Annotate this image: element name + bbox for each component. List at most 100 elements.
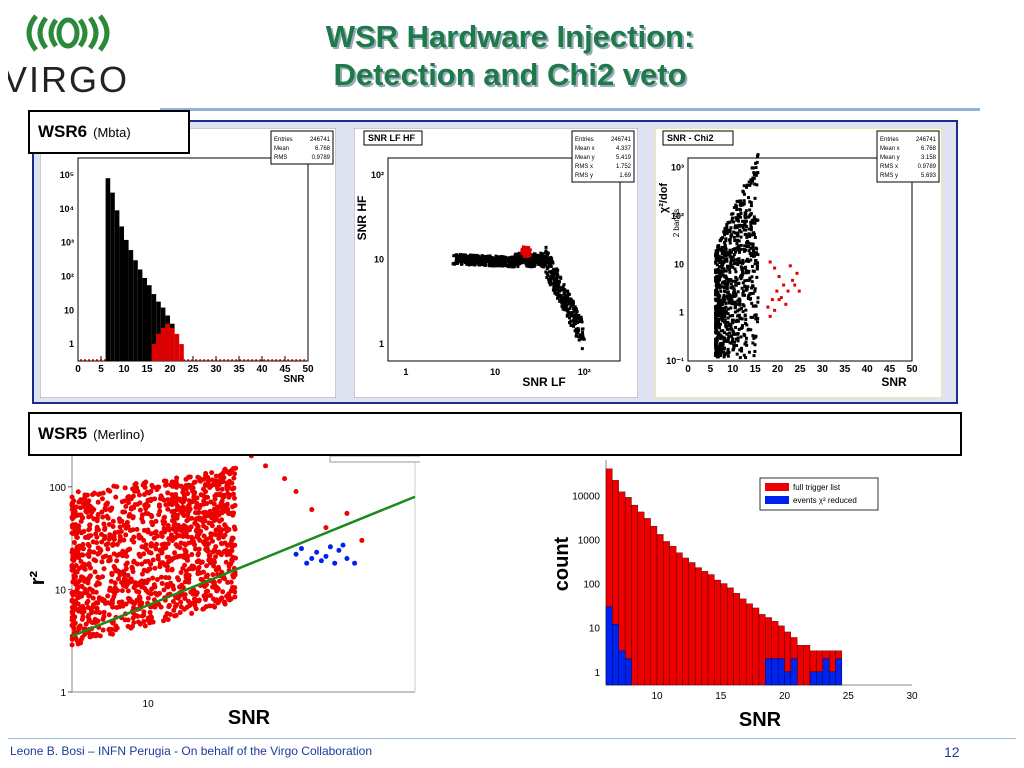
scatter-point bbox=[750, 166, 754, 170]
scatter-point bbox=[571, 303, 575, 307]
histogram-bar bbox=[816, 671, 823, 686]
scatter-point bbox=[718, 350, 722, 354]
y-tick-label: 10³ bbox=[61, 238, 74, 248]
scatter-point bbox=[85, 535, 91, 541]
histogram-bar bbox=[128, 250, 134, 361]
scatter-point bbox=[182, 592, 188, 598]
x-tick-label: 50 bbox=[906, 364, 918, 375]
scatter-point bbox=[731, 329, 735, 333]
scatter-point bbox=[159, 533, 165, 539]
scatter-point bbox=[228, 596, 234, 602]
scatter-point bbox=[719, 274, 723, 278]
x-tick-label: 10 bbox=[651, 691, 663, 702]
y-tick-label: 10⁴ bbox=[60, 204, 74, 214]
scatter-point bbox=[177, 497, 183, 503]
scatter-point bbox=[152, 604, 158, 610]
scatter-point bbox=[716, 331, 720, 335]
x-tick-label: 10 bbox=[490, 367, 500, 377]
scatter-point bbox=[543, 260, 547, 264]
chart-title-box bbox=[363, 130, 423, 146]
scatter-point bbox=[734, 275, 738, 279]
scatter-point bbox=[553, 291, 557, 295]
scatter-point bbox=[225, 491, 231, 497]
scatter-point bbox=[141, 527, 147, 533]
scatter-point bbox=[477, 263, 481, 267]
scatter-point bbox=[575, 329, 579, 333]
scatter-point bbox=[725, 339, 729, 343]
scatter-point bbox=[574, 321, 578, 325]
scatter-point bbox=[573, 315, 577, 319]
scatter-point bbox=[714, 256, 718, 260]
histogram-bar bbox=[714, 579, 721, 686]
histogram-bar bbox=[618, 650, 626, 686]
scatter-point bbox=[159, 580, 165, 586]
scatter-point bbox=[738, 300, 742, 304]
scatter-point bbox=[162, 514, 168, 520]
scatter-point bbox=[80, 575, 86, 581]
scatter-point bbox=[494, 258, 498, 262]
scatter-point bbox=[181, 506, 187, 512]
scatter-point bbox=[733, 267, 737, 271]
scatter-point bbox=[106, 612, 112, 618]
scatter-point bbox=[177, 545, 183, 551]
scatter-point bbox=[572, 307, 576, 311]
scatter-point bbox=[506, 258, 510, 262]
scatter-point bbox=[717, 296, 721, 300]
scatter-point bbox=[716, 346, 720, 350]
scatter-point bbox=[82, 562, 88, 568]
scatter-point bbox=[729, 306, 733, 310]
scatter-point bbox=[186, 579, 192, 585]
scatter-point bbox=[717, 325, 721, 329]
scatter-point bbox=[263, 463, 269, 469]
scatter-point bbox=[219, 527, 225, 533]
scatter-point bbox=[557, 293, 561, 297]
scatter-point bbox=[743, 211, 747, 215]
scatter-point bbox=[722, 336, 726, 340]
scatter-point bbox=[736, 314, 740, 318]
scatter-point-veto bbox=[332, 560, 338, 566]
scatter-point bbox=[740, 324, 744, 328]
scatter-point bbox=[565, 313, 569, 317]
scatter-point bbox=[194, 516, 200, 522]
scatter-point bbox=[217, 578, 223, 584]
scatter-point bbox=[203, 589, 209, 595]
scatter-point bbox=[574, 308, 578, 312]
scatter-point bbox=[551, 261, 555, 265]
scatter-point bbox=[744, 185, 748, 189]
stats-key: RMS x bbox=[575, 164, 593, 170]
scatter-point bbox=[205, 572, 211, 578]
scatter-point bbox=[736, 309, 740, 313]
scatter-point bbox=[720, 260, 724, 264]
scatter-point bbox=[581, 331, 585, 335]
scatter-point bbox=[106, 521, 112, 527]
scatter-point bbox=[76, 543, 82, 549]
scatter-point bbox=[157, 508, 163, 514]
scatter-point bbox=[466, 258, 470, 262]
scatter-point bbox=[548, 281, 552, 285]
scatter-point bbox=[726, 352, 730, 356]
scatter-point bbox=[533, 263, 537, 267]
scatter-point bbox=[180, 489, 186, 495]
histogram-bar bbox=[174, 333, 180, 361]
scatter-point bbox=[139, 571, 145, 577]
stats-value: 1.752 bbox=[616, 164, 632, 170]
scatter-point bbox=[171, 520, 177, 526]
scatter-point bbox=[503, 263, 507, 267]
scatter-point bbox=[745, 257, 749, 261]
scatter-point bbox=[162, 614, 168, 620]
scatter-point bbox=[724, 247, 728, 251]
scatter-point bbox=[725, 287, 729, 291]
scatter-point bbox=[718, 354, 722, 358]
scatter-point bbox=[753, 196, 757, 200]
scatter-point-veto bbox=[298, 546, 304, 552]
scatter-point bbox=[728, 241, 732, 245]
scatter-point bbox=[742, 219, 746, 223]
scatter-point bbox=[165, 567, 171, 573]
scatter-point bbox=[512, 259, 516, 263]
scatter-point bbox=[130, 486, 136, 492]
scatter-point bbox=[751, 304, 755, 308]
scatter-point bbox=[755, 219, 759, 223]
scatter-point bbox=[725, 229, 729, 233]
scatter-point bbox=[71, 625, 77, 631]
scatter-point bbox=[513, 255, 517, 259]
